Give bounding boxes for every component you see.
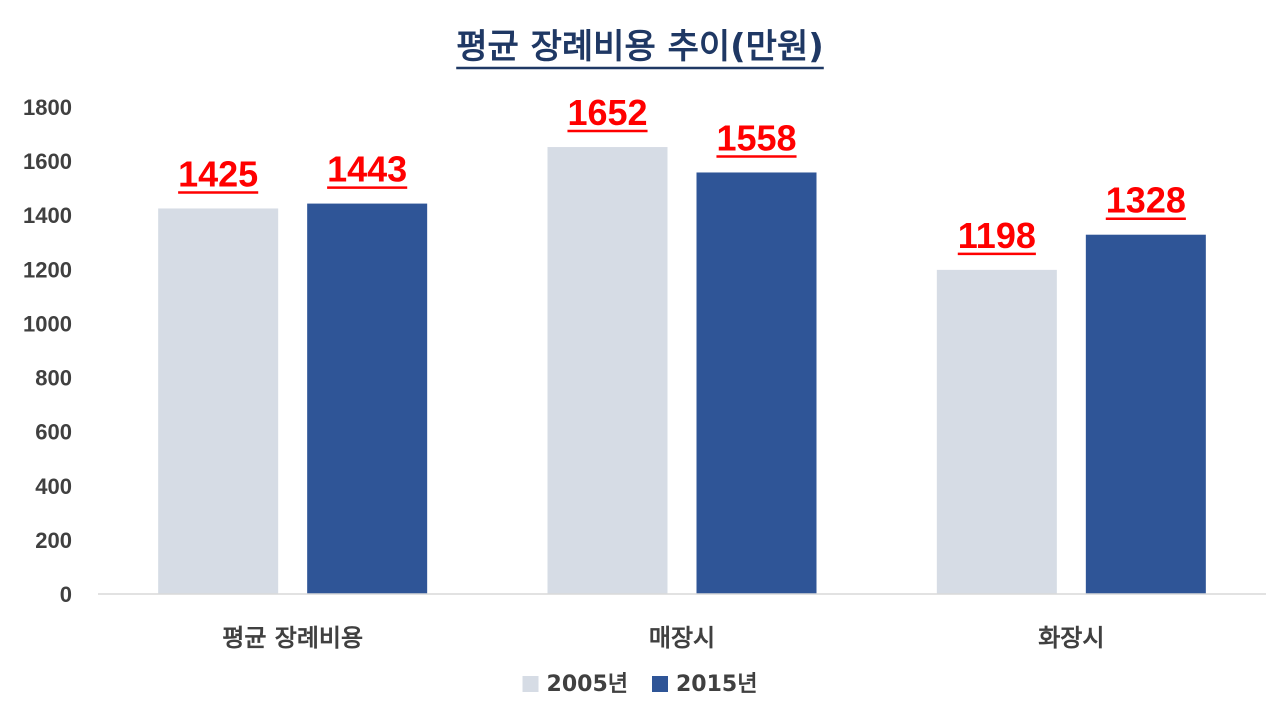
y-tick-label: 1200 [23,257,72,282]
data-label: 1425 [178,153,258,194]
y-tick-label: 800 [35,366,72,391]
bar [696,172,817,595]
bar [547,147,668,594]
bar [158,208,279,595]
data-label: 1328 [1106,180,1186,221]
y-tick-label: 0 [60,582,72,607]
legend-label: 2005년 [547,672,628,697]
legend: 2005년 2015년 [522,672,757,697]
chart-title-group: 평균 장례비용 추이(만원) [456,27,824,70]
y-tick-label: 600 [35,420,72,445]
x-axis: 평균 장례비용 매장시 화장시 [222,624,1104,652]
y-tick-label: 1600 [23,149,72,174]
legend-swatch [522,676,539,692]
y-tick-label: 1400 [23,203,72,228]
data-labels: 1425 1443 1652 1558 1198 1328 [178,92,1186,256]
y-tick-label: 1800 [23,95,72,120]
data-label: 1558 [716,117,796,158]
legend-item: 2015년 [652,672,757,697]
data-label: 1198 [958,215,1036,256]
y-tick-label: 200 [35,528,72,553]
x-tick-label: 화장시 [1038,624,1104,652]
data-label: 1652 [567,92,647,133]
bar [936,269,1057,594]
x-tick-label: 평균 장례비용 [222,624,363,652]
data-label: 1443 [327,149,407,190]
chart-title: 평균 장례비용 추이(만원) [456,27,824,67]
x-tick-label: 매장시 [649,624,715,652]
legend-swatch [652,676,668,692]
y-tick-label: 1000 [23,311,72,336]
y-axis: 0 200 400 600 800 1000 1200 1400 1600 1800 [23,95,72,607]
legend-label: 2015년 [676,672,757,697]
bar [307,203,428,595]
legend-item: 2005년 [522,672,628,697]
bar [1085,234,1206,595]
bars [158,147,1206,595]
y-tick-label: 400 [35,474,72,499]
